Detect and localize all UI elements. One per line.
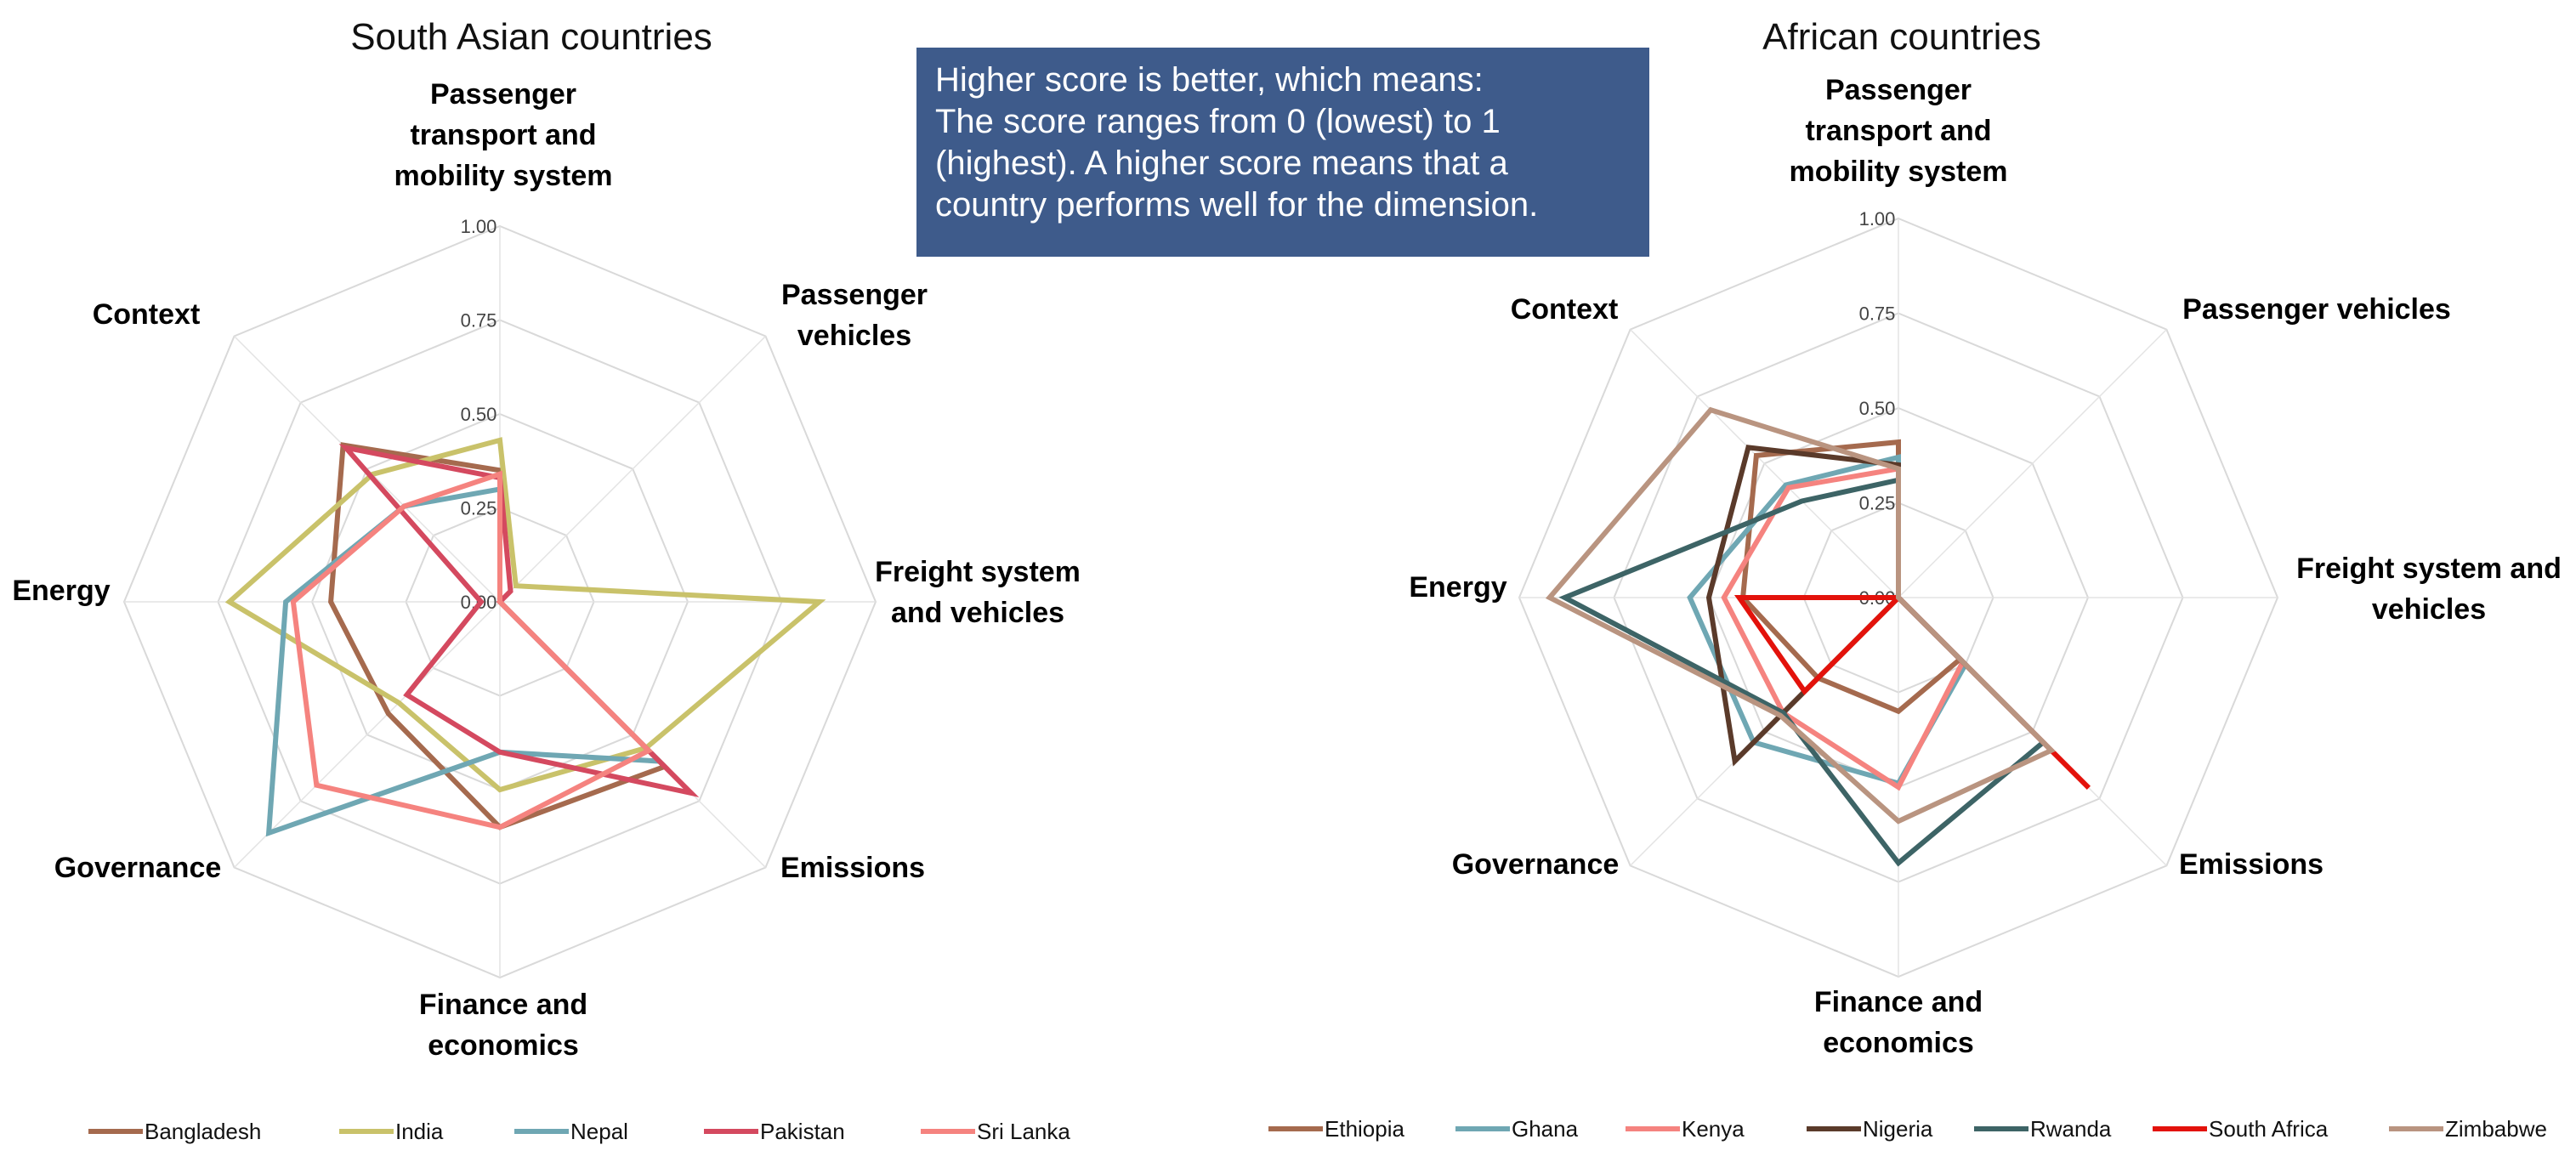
legend-label: Rwanda xyxy=(2030,1116,2112,1142)
african-radar-chart: African countries0.000.250.500.751.00Pas… xyxy=(1268,16,2562,1142)
axis-label-governance: Governance xyxy=(1452,848,1620,881)
legend-item-kenya: Kenya xyxy=(1626,1116,1745,1142)
note-line-4: country performs well for the dimension. xyxy=(935,186,1539,224)
tick-label: 0.50 xyxy=(1859,398,1896,419)
tick-label: 1.00 xyxy=(1859,208,1896,230)
axis-label-context: Context xyxy=(1511,293,1619,326)
axis-label-passenger-vehicles: Passenger vehicles xyxy=(781,279,928,352)
axis-label-finance-and-economics: Finance and economics xyxy=(1814,986,1983,1059)
series-south-africa xyxy=(1733,479,2091,791)
axis-label-emissions: Emissions xyxy=(780,852,925,884)
spoke-1 xyxy=(1898,329,2167,598)
legend-item-nepal: Nepal xyxy=(514,1119,628,1144)
legend-label: Bangladesh xyxy=(145,1119,261,1144)
legend-label: Zimbabwe xyxy=(2445,1116,2547,1142)
axis-label-energy: Energy xyxy=(12,575,110,607)
legend-label: South Africa xyxy=(2209,1116,2329,1142)
axis-label-finance-and-economics: Finance and economics xyxy=(419,989,587,1062)
axis-label-context: Context xyxy=(93,298,201,331)
legend-item-india: India xyxy=(339,1119,444,1144)
legend-label: Kenya xyxy=(1682,1116,1745,1142)
spoke-5 xyxy=(233,601,501,869)
axis-label-governance: Governance xyxy=(54,852,222,884)
score-explanation-box: Higher score is better, which means: The… xyxy=(916,48,1649,257)
legend-item-zimbabwe: Zimbabwe xyxy=(2389,1116,2547,1142)
tick-label: 0.75 xyxy=(1859,303,1896,325)
legend-label: Ghana xyxy=(1512,1116,1579,1142)
legend-item-ghana: Ghana xyxy=(1455,1116,1579,1142)
series-pakistan xyxy=(338,444,700,798)
axis-label-emissions: Emissions xyxy=(2179,848,2324,881)
series-sri-lanka xyxy=(290,470,654,830)
legend-item-pakistan: Pakistan xyxy=(704,1119,845,1144)
spoke-1 xyxy=(499,335,767,603)
tick-label: 0.50 xyxy=(461,404,497,425)
legend-label: Nigeria xyxy=(1863,1116,1933,1142)
south-asian-radar-chart: South Asian countries0.000.250.500.751.0… xyxy=(12,16,1081,1144)
note-line-3: (highest). A higher score means that a xyxy=(935,145,1508,182)
legend-label: Nepal xyxy=(570,1119,628,1144)
legend-item-bangladesh: Bangladesh xyxy=(88,1119,261,1144)
tick-label: 1.00 xyxy=(461,216,497,237)
axis-label-passenger-vehicles: Passenger vehicles xyxy=(2182,293,2451,326)
series-ethiopia xyxy=(1739,439,1964,715)
axis-label-energy: Energy xyxy=(1409,571,1506,604)
axis-label-passenger-transport-and-mobility-system: Passenger transport and mobility system xyxy=(1790,74,2008,188)
tick-label: 0.25 xyxy=(461,498,497,519)
legend-label: Sri Lanka xyxy=(977,1119,1070,1144)
legend-item-rwanda: Rwanda xyxy=(1974,1116,2112,1142)
chart-title: African countries xyxy=(1762,16,2041,58)
legend-label: Ethiopia xyxy=(1325,1116,1404,1142)
series-india xyxy=(224,437,826,793)
legend-item-sri-lanka: Sri Lanka xyxy=(921,1119,1070,1144)
axis-label-passenger-transport-and-mobility-system: Passenger transport and mobility system xyxy=(394,78,613,192)
axis-label-freight-system-and-vehicles: Freight system and vehicles xyxy=(875,556,1081,629)
note-line-2: The score ranges from 0 (lowest) to 1 xyxy=(935,103,1501,140)
tick-label: 0.75 xyxy=(461,310,497,332)
legend-item-south-africa: South Africa xyxy=(2153,1116,2329,1142)
axis-label-freight-system-and-vehicles: Freight system and vehicles xyxy=(2296,553,2562,626)
tick-label: 0.25 xyxy=(1859,493,1896,514)
legend-label: Pakistan xyxy=(760,1119,845,1144)
note-line-1: Higher score is better, which means: xyxy=(935,61,1484,99)
legend-item-nigeria: Nigeria xyxy=(1807,1116,1933,1142)
legend-label: India xyxy=(395,1119,444,1144)
series-zimbabwe xyxy=(1545,406,2056,825)
chart-title: South Asian countries xyxy=(350,16,712,58)
spoke-7 xyxy=(1630,329,1899,598)
legend-item-ethiopia: Ethiopia xyxy=(1268,1116,1404,1142)
